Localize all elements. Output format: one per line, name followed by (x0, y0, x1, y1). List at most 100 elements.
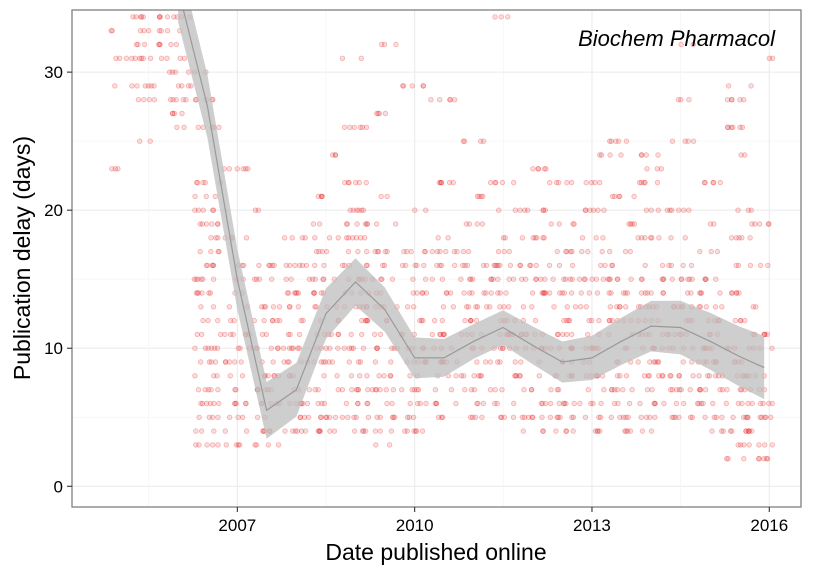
data-point (439, 317, 445, 324)
data-point (210, 262, 216, 269)
data-point (719, 414, 725, 420)
data-point (745, 428, 752, 434)
data-point (498, 414, 504, 420)
data-point (501, 304, 507, 310)
data-point (233, 387, 239, 393)
data-point (492, 262, 499, 269)
data-point (757, 262, 764, 269)
data-point (313, 248, 320, 255)
data-point (542, 290, 548, 296)
data-point (390, 414, 396, 420)
data-point (372, 428, 379, 434)
data-point (303, 262, 310, 269)
data-point (474, 221, 480, 227)
data-point (320, 276, 326, 282)
data-point (728, 96, 735, 103)
data-point (268, 345, 274, 351)
data-point (432, 387, 439, 393)
data-point (645, 373, 651, 379)
data-point (540, 207, 546, 213)
data-point (269, 262, 275, 269)
data-point (419, 290, 425, 296)
data-point (513, 373, 519, 379)
data-point (725, 83, 732, 89)
data-point (468, 317, 474, 324)
data-point (764, 331, 770, 338)
data-point (586, 317, 592, 324)
data-point (564, 317, 570, 324)
data-point (135, 96, 142, 103)
data-point (171, 14, 177, 20)
data-point (638, 290, 645, 296)
data-point (454, 248, 460, 255)
data-point (265, 442, 272, 448)
data-point (742, 317, 748, 324)
data-point (570, 221, 576, 227)
data-point (355, 400, 361, 407)
data-point (242, 400, 249, 407)
data-point (145, 83, 152, 89)
data-point (312, 235, 318, 241)
data-point (560, 400, 567, 407)
data-point (359, 428, 366, 434)
data-point (557, 414, 563, 420)
data-point (697, 290, 703, 296)
data-point (532, 317, 539, 324)
data-point (414, 387, 420, 393)
data-point (507, 262, 514, 269)
data-point (741, 96, 747, 103)
data-point (297, 262, 303, 269)
data-point (417, 400, 423, 407)
data-point (443, 248, 449, 255)
data-point (374, 110, 380, 117)
data-point (297, 414, 303, 420)
data-point (494, 400, 500, 407)
data-point (429, 276, 435, 282)
data-point (236, 442, 243, 448)
data-point (519, 414, 525, 420)
data-point (372, 359, 379, 365)
data-point (458, 373, 464, 379)
data-point (474, 400, 480, 407)
data-point (519, 276, 525, 282)
data-point (376, 373, 382, 379)
data-point (735, 442, 741, 448)
data-point (158, 55, 165, 61)
data-point (112, 166, 118, 172)
data-point (321, 400, 328, 407)
data-point (388, 428, 395, 434)
data-point (710, 179, 717, 186)
data-point (654, 359, 661, 365)
data-point (356, 179, 362, 186)
data-point (492, 179, 498, 186)
data-point (315, 400, 321, 407)
data-point (497, 359, 503, 365)
data-point (719, 387, 726, 393)
data-point (164, 55, 170, 61)
data-point (373, 221, 380, 227)
data-point (617, 373, 623, 379)
data-point (746, 428, 752, 434)
data-point (357, 373, 363, 379)
data-point (698, 290, 704, 296)
data-point (275, 442, 282, 448)
data-point (137, 28, 144, 34)
data-point (541, 166, 548, 172)
data-point (592, 428, 598, 434)
data-point (710, 400, 716, 407)
data-point (256, 276, 263, 282)
data-point (536, 373, 542, 379)
data-point (737, 96, 743, 103)
data-point (627, 221, 634, 227)
data-point (533, 276, 539, 282)
data-point (292, 262, 298, 269)
data-point (685, 138, 691, 144)
data-point (582, 207, 589, 213)
data-point (498, 14, 504, 20)
data-point (480, 400, 487, 407)
data-point (364, 262, 370, 269)
data-point (209, 221, 215, 227)
data-point (365, 414, 372, 420)
data-point (649, 387, 655, 393)
data-point (598, 400, 604, 407)
